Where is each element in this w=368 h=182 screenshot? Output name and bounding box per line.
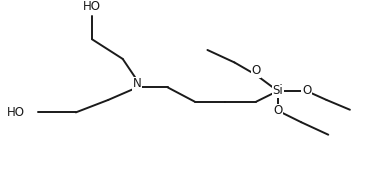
Text: HO: HO bbox=[7, 106, 25, 119]
Text: HO: HO bbox=[83, 0, 101, 13]
Text: O: O bbox=[273, 104, 282, 117]
Text: O: O bbox=[251, 64, 261, 77]
Text: Si: Si bbox=[272, 84, 283, 98]
Text: O: O bbox=[302, 84, 311, 98]
Text: N: N bbox=[133, 77, 141, 90]
